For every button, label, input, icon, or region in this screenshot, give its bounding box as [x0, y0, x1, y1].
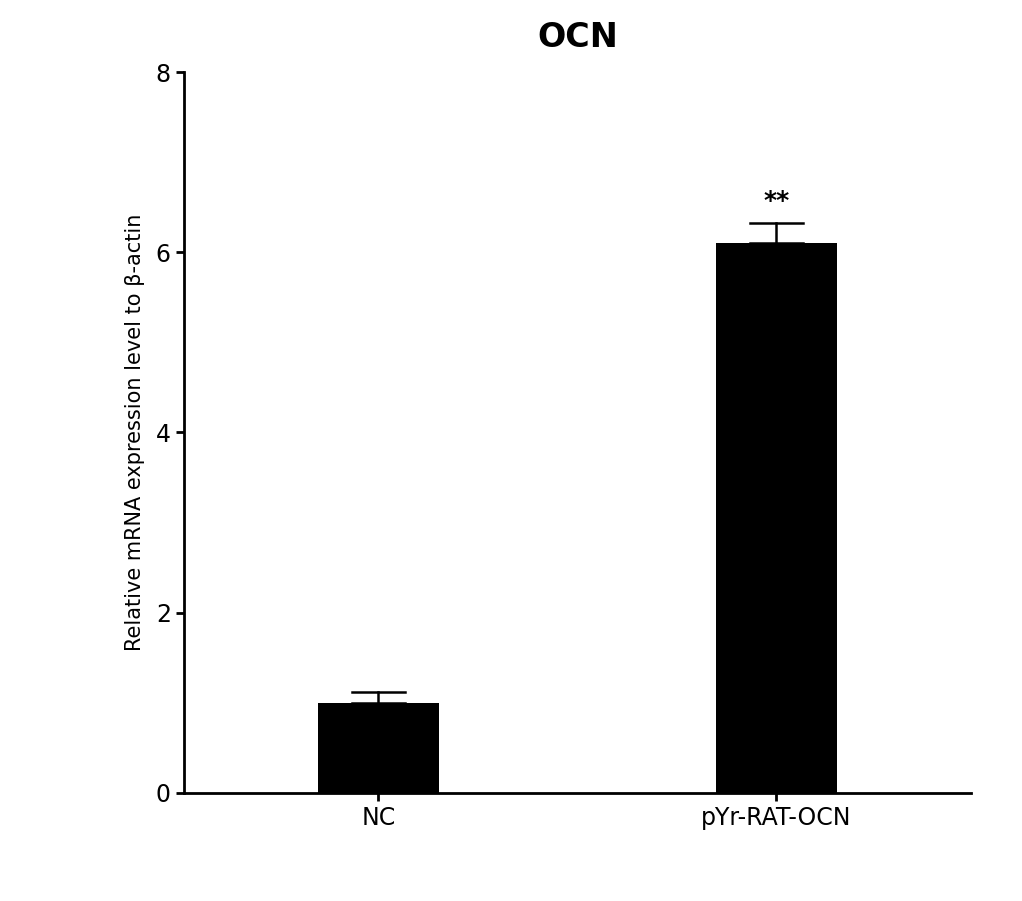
Bar [318, 703, 439, 793]
Bar [715, 243, 837, 793]
Text: **: ** [763, 188, 790, 213]
Y-axis label: Relative mRNA expression level to β-actin: Relative mRNA expression level to β-acti… [125, 214, 144, 651]
Title: OCN: OCN [537, 21, 618, 54]
